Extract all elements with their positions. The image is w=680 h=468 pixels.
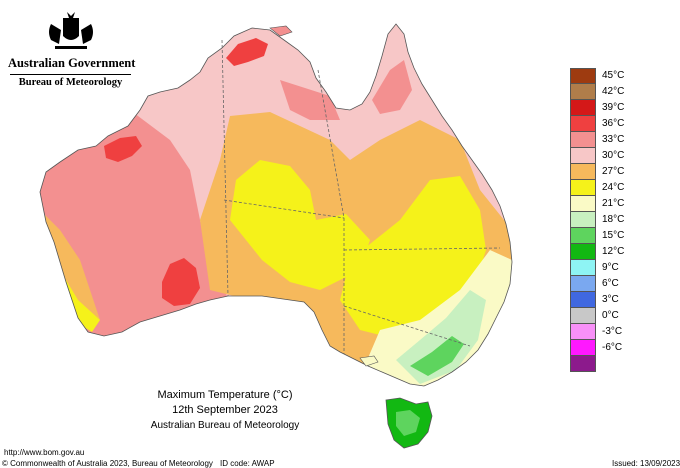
legend-item: -6°C — [568, 340, 628, 356]
melville-island — [269, 25, 293, 37]
legend-label: 30°C — [602, 150, 625, 161]
kangaroo-island — [359, 355, 379, 367]
legend-swatch — [570, 292, 596, 308]
legend-item: 12°C — [568, 244, 628, 260]
interior-hot-spot — [162, 258, 200, 306]
temperature-legend: 45°C 42°C 39°C 36°C 33°C 30°C 27°C 24°C 21°C 18°C… — [568, 68, 628, 372]
legend-label: 9°C — [602, 262, 619, 273]
legend-swatch — [570, 244, 596, 260]
legend-item: 39°C — [568, 100, 628, 116]
legend-swatch — [570, 356, 596, 372]
legend-item: 18°C — [568, 212, 628, 228]
legend-item: 36°C — [568, 116, 628, 132]
legend-label: 15°C — [602, 230, 625, 241]
legend-item: 0°C — [568, 308, 628, 324]
title-line3: Australian Bureau of Meteorology — [150, 420, 300, 431]
state-borders — [221, 39, 501, 354]
logo-divider — [10, 74, 131, 75]
legend-label: 42°C — [602, 86, 625, 97]
legend-item: 42°C — [568, 84, 628, 100]
legend-label: 45°C — [602, 70, 625, 81]
legend-swatch — [570, 260, 596, 276]
legend-label: -3°C — [602, 326, 623, 337]
legend-swatch — [570, 164, 596, 180]
legend-label: 36°C — [602, 118, 625, 129]
legend-label: 24°C — [602, 182, 625, 193]
legend-item: 15°C — [568, 228, 628, 244]
legend-item: 24°C — [568, 180, 628, 196]
kimberley-hot-spot — [226, 38, 268, 66]
legend-swatch — [570, 148, 596, 164]
footer-url[interactable]: http://www.bom.gov.au — [4, 448, 85, 457]
legend-item: 30°C — [568, 148, 628, 164]
legend-swatch — [570, 68, 596, 84]
legend-item: 21°C — [568, 196, 628, 212]
government-logo: Australian Government Bureau of Meteorol… — [8, 10, 136, 88]
coat-of-arms-icon — [48, 12, 93, 49]
government-name: Australian Government — [8, 56, 136, 70]
legend-item: 6°C — [568, 276, 628, 292]
legend-item: 33°C — [568, 132, 628, 148]
legend-swatch — [570, 276, 596, 292]
legend-label: 33°C — [602, 134, 625, 145]
legend-swatch — [570, 180, 596, 196]
legend-swatch — [570, 308, 596, 324]
title-line2: 12th September 2023 — [172, 404, 278, 416]
legend-item: 9°C — [568, 260, 628, 276]
legend-swatch — [570, 212, 596, 228]
legend-swatch — [570, 340, 596, 356]
legend-swatch — [570, 84, 596, 100]
legend-label: 27°C — [602, 166, 625, 177]
legend-item — [568, 356, 628, 372]
legend-label: 6°C — [602, 278, 619, 289]
pilbara-hot-spot — [104, 136, 142, 162]
bureau-name: Bureau of Meteorology — [18, 77, 123, 88]
legend-item: 3°C — [568, 292, 628, 308]
legend-label: -6°C — [602, 342, 623, 353]
footer-id-code: ID code: AWAP — [220, 459, 275, 468]
legend-swatch — [570, 100, 596, 116]
legend-label: 18°C — [602, 214, 625, 225]
legend-label: 21°C — [602, 198, 625, 209]
footer-copyright: © Commonwealth of Australia 2023, Bureau… — [2, 459, 213, 468]
inland-mild-region — [230, 160, 370, 290]
legend-swatch — [570, 132, 596, 148]
alpine-cold-region — [410, 336, 464, 376]
legend-item: 27°C — [568, 164, 628, 180]
legend-label: 12°C — [602, 246, 625, 257]
tasmania-highlands — [396, 410, 420, 436]
legend-item: 45°C — [568, 68, 628, 84]
title-line1: Maximum Temperature (°C) — [157, 389, 293, 401]
legend-swatch — [570, 228, 596, 244]
map-title: Maximum Temperature (°C) 12th September … — [130, 388, 320, 433]
legend-label: 39°C — [602, 102, 625, 113]
legend-label: 0°C — [602, 310, 619, 321]
footer-issued: Issued: 13/09/2023 — [612, 459, 680, 468]
legend-swatch — [570, 196, 596, 212]
legend-item: -3°C — [568, 324, 628, 340]
legend-swatch — [570, 324, 596, 340]
legend-label: 3°C — [602, 294, 619, 305]
legend-swatch — [570, 116, 596, 132]
north-queensland-region — [372, 60, 412, 114]
